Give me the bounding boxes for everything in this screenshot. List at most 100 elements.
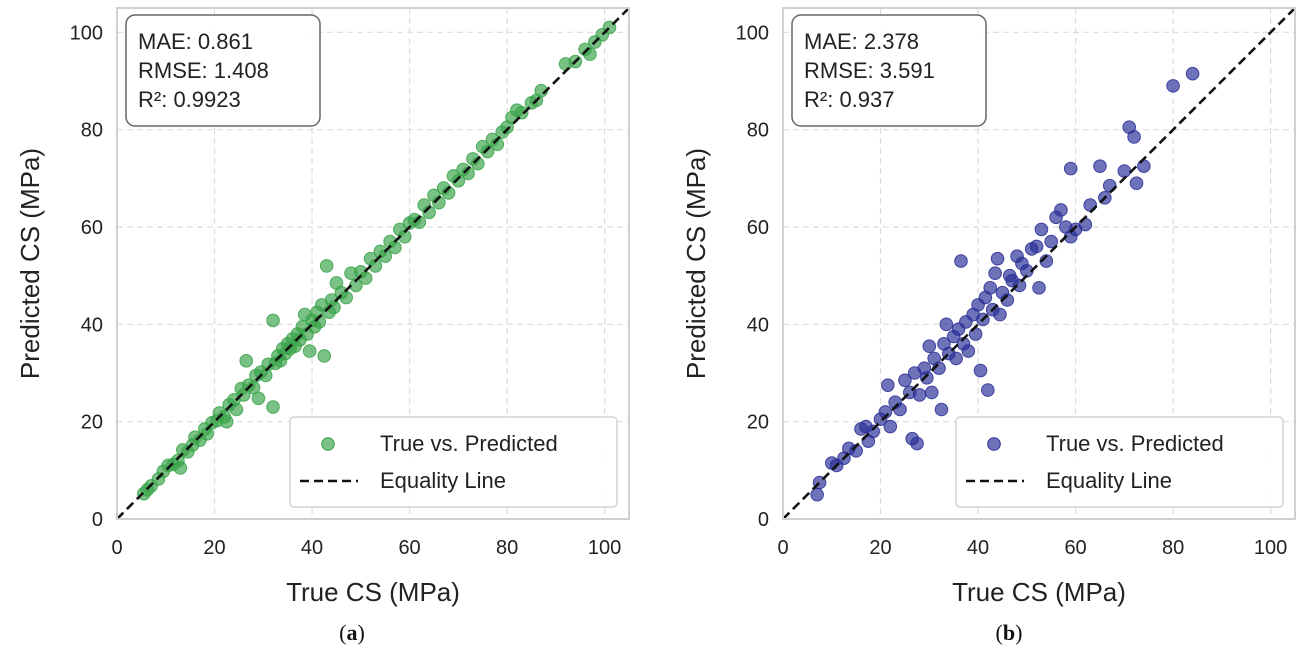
data-point [983,281,998,295]
data-point [239,354,254,368]
data-point [317,349,332,363]
data-point [1185,66,1200,81]
data-point [920,371,934,385]
chart-panel-b: 0 20 40 60 80 100 0 20 40 60 80 100 True CS (MPa) Pre… [681,7,1296,607]
data-point [973,363,988,378]
data-point [339,290,353,305]
data-point [1166,79,1180,93]
data-point [810,487,824,502]
legend-label-line: Equality Line [1046,468,1172,493]
x-axis-label: True CS (MPa) [286,577,460,607]
equality-line [783,8,1295,519]
x-tick-label: 20 [869,537,891,559]
y-tick-label: 100 [70,22,103,44]
metric-text: RMSE: 3.591 [804,58,935,83]
data-point [514,105,529,120]
y-tick-label: 80 [747,120,769,142]
data-point [1063,161,1078,176]
metrics-box [791,14,987,127]
panel-caption-b: (b) [995,620,1023,645]
data-point [266,313,280,328]
data-point [173,461,188,475]
data-point [1093,159,1107,173]
plot-frame [782,7,1296,520]
data-point [1054,203,1068,217]
x-tick-label: 100 [1254,537,1287,559]
data-point [954,254,968,268]
data-point [1034,222,1049,237]
x-axis-label: True CS (MPa) [952,577,1126,607]
data-point [266,400,280,414]
x-tick-label: 60 [398,537,420,559]
metric-text: R²: 0.9923 [138,87,241,112]
y-tick-label: 0 [92,509,103,531]
data-point [939,317,954,332]
plot-frame [116,7,630,520]
data-point [219,414,234,429]
x-tick-label: 80 [1162,537,1184,559]
data-point [319,259,334,273]
data-point [949,351,963,366]
metric-text: RMSE: 1.408 [138,58,269,83]
legend-label-line: Equality Line [380,468,506,493]
x-tick-label: 80 [496,537,518,559]
data-point [1032,281,1046,295]
y-tick-label: 20 [747,412,769,434]
data-point [981,383,995,397]
data-point [922,339,937,354]
y-tick-label: 80 [81,120,103,142]
data-point [898,373,912,388]
data-point [988,266,1002,281]
y-tick-label: 100 [736,22,769,44]
y-tick-label: 20 [81,412,103,434]
data-point [1129,176,1144,190]
chart-panel-a: 0 20 40 60 80 100 0 20 40 60 80 100 True CS (MPa) Pre… [15,7,630,607]
metrics-box [125,14,321,127]
data-point [302,344,317,358]
y-tick-label: 40 [747,314,769,336]
y-tick-label: 60 [747,217,769,239]
data-point [229,402,244,417]
data-point [993,307,1007,322]
metric-text: R²: 0.937 [804,87,895,112]
x-tick-label: 40 [967,537,989,559]
equality-line [117,8,629,519]
x-tick-label: 20 [203,537,225,559]
legend-box [955,416,1284,508]
metric-text: MAE: 2.378 [804,29,919,54]
data-point [451,173,466,188]
x-tick-label: 40 [301,537,323,559]
y-axis-label: Predicted CS (MPa) [681,148,711,379]
legend-marker-scatter [987,437,1001,451]
legend-marker-scatter [321,437,335,451]
data-point [1117,164,1132,178]
data-point [1029,239,1044,254]
data-point [251,391,266,406]
data-point [924,385,939,400]
data-point [910,436,924,451]
x-tick-label: 0 [777,537,788,559]
data-point [1044,234,1058,249]
panel-caption-a: (a) [339,620,365,645]
y-tick-label: 40 [81,314,103,336]
data-point [358,271,373,285]
x-tick-label: 0 [111,537,122,559]
legend-label-scatter: True vs. Predicted [380,431,558,456]
data-point [881,378,895,392]
data-point [1012,278,1027,293]
data-point [883,419,898,434]
legend-label-scatter: True vs. Predicted [1046,431,1224,456]
metric-text: MAE: 0.861 [138,29,253,54]
data-point [990,251,1005,266]
x-tick-label: 100 [588,537,621,559]
y-axis-label: Predicted CS (MPa) [15,148,45,379]
x-tick-label: 60 [1064,537,1086,559]
data-point [961,344,976,358]
y-tick-label: 60 [81,217,103,239]
y-tick-label: 0 [758,509,769,531]
data-point [934,402,949,417]
data-point [480,144,495,159]
data-point [1127,130,1141,144]
data-point [912,388,927,402]
